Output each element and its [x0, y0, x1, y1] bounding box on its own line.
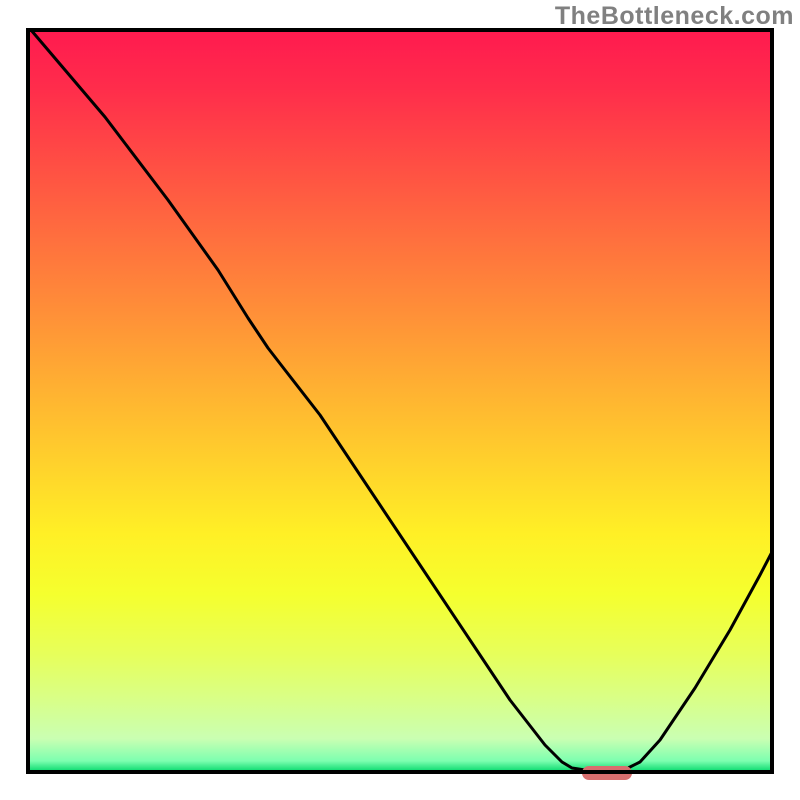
- watermark-text: TheBottleneck.com: [555, 2, 794, 31]
- bottleneck-chart: [0, 0, 800, 800]
- chart-container: TheBottleneck.com: [0, 0, 800, 800]
- plot-background: [28, 30, 772, 772]
